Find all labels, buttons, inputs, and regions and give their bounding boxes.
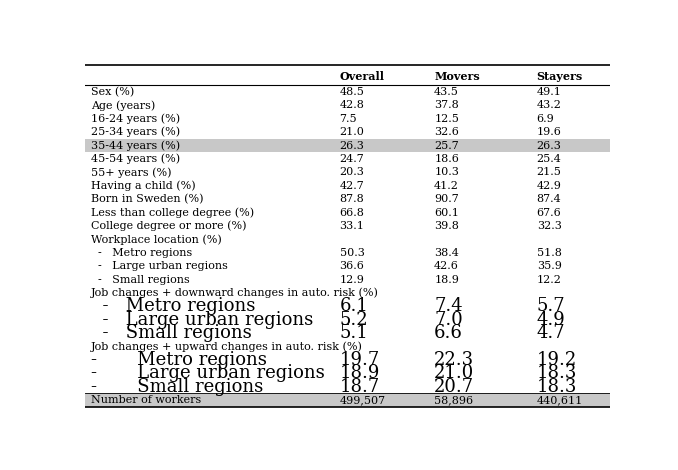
- Text: 25.7: 25.7: [434, 141, 459, 150]
- Text: Stayers: Stayers: [537, 71, 583, 82]
- Text: 32.3: 32.3: [537, 221, 561, 231]
- Text: 440,611: 440,611: [537, 395, 583, 405]
- Text: 25.4: 25.4: [537, 154, 561, 164]
- Text: 12.5: 12.5: [434, 114, 459, 124]
- Text: 5.2: 5.2: [340, 311, 368, 329]
- Text: 19.7: 19.7: [340, 351, 380, 369]
- Text: 19.2: 19.2: [537, 351, 577, 369]
- Text: 39.8: 39.8: [434, 221, 459, 231]
- Text: 18.9: 18.9: [434, 274, 459, 284]
- Text: 5.1: 5.1: [340, 324, 368, 342]
- Text: 43.5: 43.5: [434, 87, 459, 97]
- Text: 24.7: 24.7: [340, 154, 364, 164]
- Text: 66.8: 66.8: [340, 208, 365, 218]
- Text: 50.3: 50.3: [340, 248, 365, 258]
- Text: 38.4: 38.4: [434, 248, 459, 258]
- Text: 33.1: 33.1: [340, 221, 365, 231]
- Text: 4.7: 4.7: [537, 324, 565, 342]
- Text: 35-44 years (%): 35-44 years (%): [91, 141, 180, 151]
- Text: Overall: Overall: [340, 71, 384, 82]
- Text: 18.3: 18.3: [537, 377, 577, 396]
- Text: -   Large urban regions: - Large urban regions: [91, 311, 313, 329]
- Text: 16-24 years (%): 16-24 years (%): [91, 114, 180, 124]
- Text: 10.3: 10.3: [434, 167, 459, 177]
- Text: Job changes + upward changes in auto. risk (%): Job changes + upward changes in auto. ri…: [91, 341, 363, 352]
- Text: 12.9: 12.9: [340, 274, 365, 284]
- Text: -   Large urban regions: - Large urban regions: [91, 261, 228, 271]
- Text: -       Large urban regions: - Large urban regions: [91, 364, 325, 382]
- Text: 18.9: 18.9: [340, 364, 380, 382]
- Text: 6.1: 6.1: [340, 298, 368, 315]
- Text: 55+ years (%): 55+ years (%): [91, 167, 172, 178]
- Text: Workplace location (%): Workplace location (%): [91, 234, 222, 244]
- Text: 26.3: 26.3: [340, 141, 365, 150]
- Text: 41.2: 41.2: [434, 181, 459, 191]
- Text: Having a child (%): Having a child (%): [91, 180, 196, 191]
- Text: 20.3: 20.3: [340, 167, 365, 177]
- Text: College degree or more (%): College degree or more (%): [91, 221, 247, 231]
- Text: -   Small regions: - Small regions: [91, 324, 252, 342]
- Text: 21.0: 21.0: [340, 127, 365, 137]
- Text: 7.0: 7.0: [434, 311, 463, 329]
- Text: -   Small regions: - Small regions: [91, 274, 190, 284]
- Text: 42.7: 42.7: [340, 181, 364, 191]
- Text: 42.9: 42.9: [537, 181, 561, 191]
- Bar: [85, 139, 610, 152]
- Text: 36.6: 36.6: [340, 261, 365, 271]
- Text: 499,507: 499,507: [340, 395, 386, 405]
- Text: 87.8: 87.8: [340, 194, 364, 204]
- Text: Less than college degree (%): Less than college degree (%): [91, 207, 254, 218]
- Text: 37.8: 37.8: [434, 101, 459, 110]
- Text: 48.5: 48.5: [340, 87, 365, 97]
- Text: -   Metro regions: - Metro regions: [91, 248, 193, 258]
- Text: 26.3: 26.3: [537, 141, 561, 150]
- Text: -   Metro regions: - Metro regions: [91, 298, 256, 315]
- Text: 42.6: 42.6: [434, 261, 459, 271]
- Text: Sex (%): Sex (%): [91, 87, 134, 97]
- Text: 43.2: 43.2: [537, 101, 561, 110]
- Text: Age (years): Age (years): [91, 100, 155, 111]
- Text: 49.1: 49.1: [537, 87, 561, 97]
- Text: Number of workers: Number of workers: [91, 395, 201, 405]
- Text: -       Metro regions: - Metro regions: [91, 351, 267, 369]
- Text: Job changes + downward changes in auto. risk (%): Job changes + downward changes in auto. …: [91, 288, 379, 298]
- Text: Born in Sweden (%): Born in Sweden (%): [91, 194, 203, 204]
- Text: 22.3: 22.3: [434, 351, 475, 369]
- Text: 4.9: 4.9: [537, 311, 565, 329]
- Text: 19.6: 19.6: [537, 127, 561, 137]
- Text: 6.9: 6.9: [537, 114, 555, 124]
- Text: 51.8: 51.8: [537, 248, 561, 258]
- Bar: [85, 393, 610, 407]
- Text: 21.5: 21.5: [537, 167, 561, 177]
- Text: 7.5: 7.5: [340, 114, 357, 124]
- Text: 25-34 years (%): 25-34 years (%): [91, 127, 180, 138]
- Text: 58,896: 58,896: [434, 395, 473, 405]
- Text: 18.3: 18.3: [537, 364, 577, 382]
- Text: -       Small regions: - Small regions: [91, 377, 263, 396]
- Text: 60.1: 60.1: [434, 208, 459, 218]
- Text: 67.6: 67.6: [537, 208, 561, 218]
- Text: 5.7: 5.7: [537, 298, 565, 315]
- Text: 87.4: 87.4: [537, 194, 561, 204]
- Text: Movers: Movers: [434, 71, 480, 82]
- Text: 18.6: 18.6: [434, 154, 459, 164]
- Text: 35.9: 35.9: [537, 261, 561, 271]
- Text: 6.6: 6.6: [434, 324, 463, 342]
- Text: 7.4: 7.4: [434, 298, 463, 315]
- Text: 42.8: 42.8: [340, 101, 365, 110]
- Text: 45-54 years (%): 45-54 years (%): [91, 154, 180, 164]
- Text: 20.7: 20.7: [434, 377, 475, 396]
- Text: 90.7: 90.7: [434, 194, 459, 204]
- Text: 12.2: 12.2: [537, 274, 561, 284]
- Text: 18.7: 18.7: [340, 377, 380, 396]
- Text: 32.6: 32.6: [434, 127, 459, 137]
- Text: 21.0: 21.0: [434, 364, 475, 382]
